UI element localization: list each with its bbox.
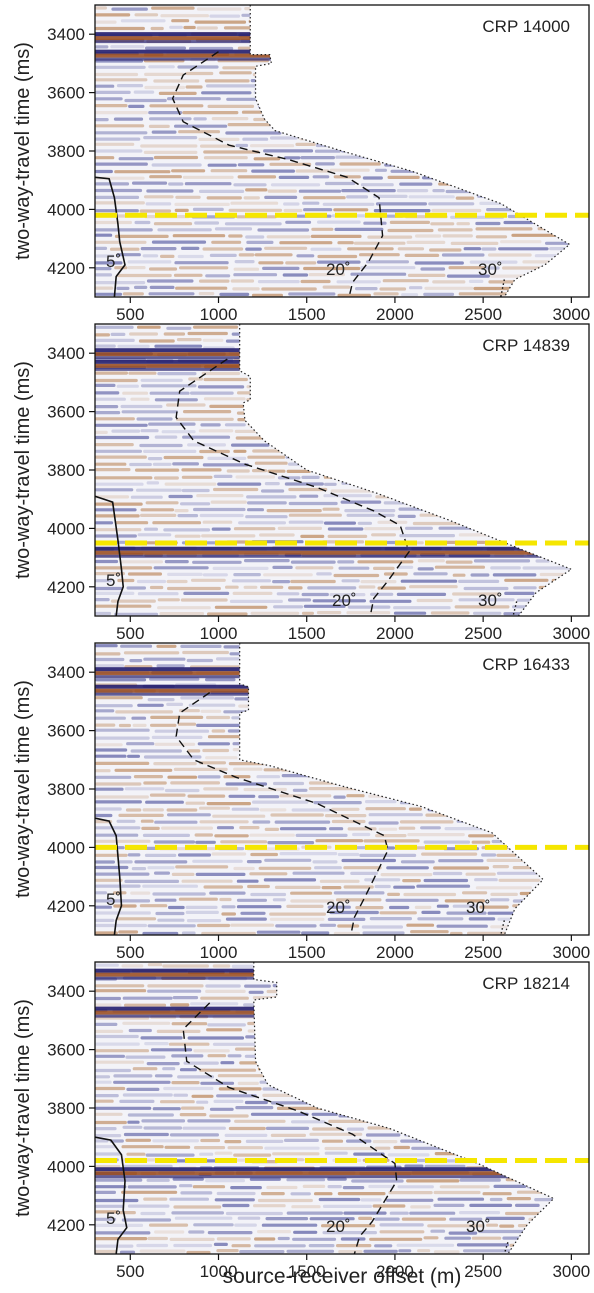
x-tick-label: 3000 xyxy=(552,943,590,962)
panel-title: CRP 14839 xyxy=(482,336,570,355)
y-tick-label: 3800 xyxy=(47,780,85,799)
x-tick-label: 500 xyxy=(116,1262,144,1281)
y-tick-label: 3600 xyxy=(47,403,85,422)
y-tick-label: 3600 xyxy=(47,84,85,103)
x-tick-label: 2500 xyxy=(464,624,502,643)
x-tick-label: 1000 xyxy=(200,624,238,643)
x-tick-label: 500 xyxy=(116,305,144,324)
data-boundary-line xyxy=(253,962,555,1255)
x-tick-label: 2000 xyxy=(376,1262,414,1281)
y-tick-label: 4000 xyxy=(47,519,85,538)
seismic-wiggle-texture xyxy=(95,5,570,297)
angle-5-label: 5˚ xyxy=(106,1209,121,1228)
angle-5-label: 5˚ xyxy=(106,571,121,590)
strong-reflector xyxy=(95,49,570,54)
angle-20-curve xyxy=(171,51,384,298)
angle-20-curve xyxy=(182,1002,398,1255)
x-tick-label: 500 xyxy=(116,624,144,643)
y-tick-label: 4200 xyxy=(47,1216,85,1235)
x-tick-label: 2500 xyxy=(464,305,502,324)
x-tick-label: 500 xyxy=(116,943,144,962)
strong-reflector xyxy=(95,968,554,973)
panel-title: CRP 14000 xyxy=(482,17,570,36)
strong-reflector xyxy=(95,1167,554,1172)
x-tick-label: 1000 xyxy=(200,305,238,324)
data-boundary-line xyxy=(249,5,571,298)
angle-5-label: 5˚ xyxy=(106,252,121,271)
angle-30-curve xyxy=(500,279,506,298)
angle-30-curve xyxy=(512,601,518,617)
crp-panel: 3400 3600 3800 4000 4200 500 1000 1500 2000 2500 3… xyxy=(12,4,590,324)
y-tick-label: 3800 xyxy=(47,142,85,161)
crp-panel: 3400 3600 3800 4000 4200 500 1000 1500 2000 2500 3… xyxy=(12,642,590,962)
angle-20-curve xyxy=(175,358,410,617)
x-tick-label: 1500 xyxy=(288,943,326,962)
strong-reflector xyxy=(95,359,572,364)
y-tick-label: 3800 xyxy=(47,1099,85,1118)
data-boundary-line xyxy=(239,643,544,936)
seismic-wiggle-texture xyxy=(95,962,554,1254)
angle-20-label: 20˚ xyxy=(326,1217,351,1236)
angle-5-curve xyxy=(94,495,125,617)
y-tick-label: 3800 xyxy=(47,461,85,480)
angle-20-label: 20˚ xyxy=(326,260,351,279)
angle-20-label: 20˚ xyxy=(332,591,357,610)
y-tick-label: 3400 xyxy=(47,663,85,682)
data-boundary-line xyxy=(239,324,573,617)
angle-30-label: 30˚ xyxy=(466,898,491,917)
x-tick-label: 2000 xyxy=(376,943,414,962)
panel-title: CRP 16433 xyxy=(482,655,570,674)
y-axis-label: two-way-travel time (ms) xyxy=(12,42,34,260)
strong-reflector xyxy=(95,684,544,689)
strong-reflector xyxy=(95,546,572,551)
y-tick-label: 3400 xyxy=(47,344,85,363)
y-tick-label: 3600 xyxy=(47,1041,85,1060)
x-tick-label: 1500 xyxy=(288,1262,326,1281)
x-tick-label: 2500 xyxy=(464,943,502,962)
x-tick-label: 1500 xyxy=(288,624,326,643)
y-axis-label: two-way-travel time (ms) xyxy=(12,680,34,898)
x-tick-label: 2500 xyxy=(464,1262,502,1281)
y-tick-label: 4000 xyxy=(47,200,85,219)
y-axis-label: two-way-travel time (ms) xyxy=(12,361,34,579)
x-tick-label: 3000 xyxy=(552,305,590,324)
x-tick-label: 1000 xyxy=(200,943,238,962)
angle-5-curve xyxy=(94,176,126,298)
y-axis-label: two-way-travel time (ms) xyxy=(12,999,34,1217)
y-tick-label: 3400 xyxy=(47,982,85,1001)
x-tick-label: 3000 xyxy=(552,1262,590,1281)
y-tick-label: 4000 xyxy=(47,1157,85,1176)
angle-30-label: 30˚ xyxy=(466,1217,491,1236)
panel-title: CRP 18214 xyxy=(482,974,570,993)
angle-30-label: 30˚ xyxy=(478,591,503,610)
x-tick-label: 2000 xyxy=(376,305,414,324)
x-tick-label: 2000 xyxy=(376,624,414,643)
angle-5-curve xyxy=(94,1136,128,1255)
angle-30-curve xyxy=(500,920,505,936)
x-axis-label: source-receiver offset (m) xyxy=(223,1265,462,1288)
x-tick-label: 1000 xyxy=(200,1262,238,1281)
angle-20-curve xyxy=(175,692,389,936)
y-tick-label: 4200 xyxy=(47,897,85,916)
y-tick-label: 4200 xyxy=(47,578,85,597)
crp-panel: 3400 3600 3800 4000 4200 500 1000 1500 2000 2500 3… xyxy=(12,961,590,1281)
angle-5-label: 5˚ xyxy=(106,890,121,909)
seismic-wiggle-texture xyxy=(95,643,544,935)
crp-panel: 3400 3600 3800 4000 4200 500 1000 1500 2000 2500 3… xyxy=(12,323,590,643)
angle-20-label: 20˚ xyxy=(326,898,351,917)
y-tick-label: 4200 xyxy=(47,259,85,278)
x-tick-label: 1500 xyxy=(288,305,326,324)
angle-5-curve xyxy=(94,817,123,936)
angle-30-label: 30˚ xyxy=(478,260,503,279)
y-tick-label: 3600 xyxy=(47,722,85,741)
y-tick-label: 4000 xyxy=(47,838,85,857)
strong-reflector xyxy=(95,1006,554,1011)
x-tick-label: 3000 xyxy=(552,624,590,643)
y-tick-label: 3400 xyxy=(47,25,85,44)
seismic-wiggle-texture xyxy=(95,324,572,616)
